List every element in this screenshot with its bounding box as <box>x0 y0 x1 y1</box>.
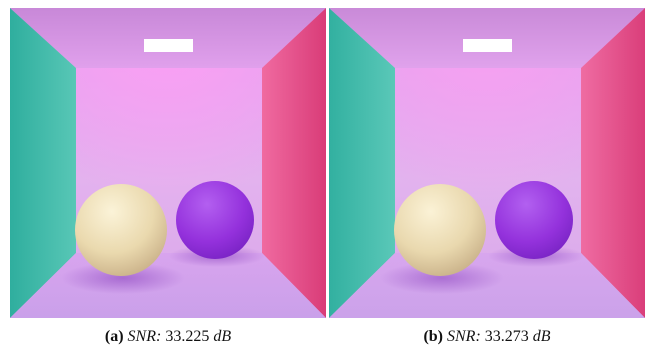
caption-value: 33.273 <box>484 328 529 345</box>
cream-sphere <box>75 184 167 276</box>
left-wall <box>329 8 395 318</box>
ceiling <box>10 8 326 68</box>
right-wall <box>262 8 326 318</box>
left-wall <box>10 8 76 318</box>
right-wall <box>581 8 645 318</box>
render-panel-b <box>329 8 645 318</box>
caption-unit: dB <box>213 328 232 345</box>
area-light <box>463 39 512 52</box>
caption-value: 33.225 <box>165 328 210 345</box>
purple-sphere <box>495 181 573 259</box>
caption-unit: dB <box>532 328 551 345</box>
cornell-box-render-a <box>10 8 326 318</box>
caption-metric: SNR: <box>127 328 162 345</box>
caption-label: (b) <box>423 328 443 345</box>
ceiling <box>329 8 645 68</box>
caption-metric: SNR: <box>447 328 481 345</box>
cream-sphere <box>394 184 486 276</box>
caption-b: (b) SNR: 33.273 dB <box>329 328 645 346</box>
area-light <box>144 39 193 52</box>
cornell-box-render-b <box>329 8 645 318</box>
cream-sphere-shadow <box>380 262 504 294</box>
render-panel-a <box>10 8 326 318</box>
caption-a: (a) SNR: 33.225 dB <box>10 328 326 346</box>
cream-sphere-shadow <box>61 262 185 294</box>
purple-sphere <box>176 181 254 259</box>
caption-label: (a) <box>104 328 124 345</box>
